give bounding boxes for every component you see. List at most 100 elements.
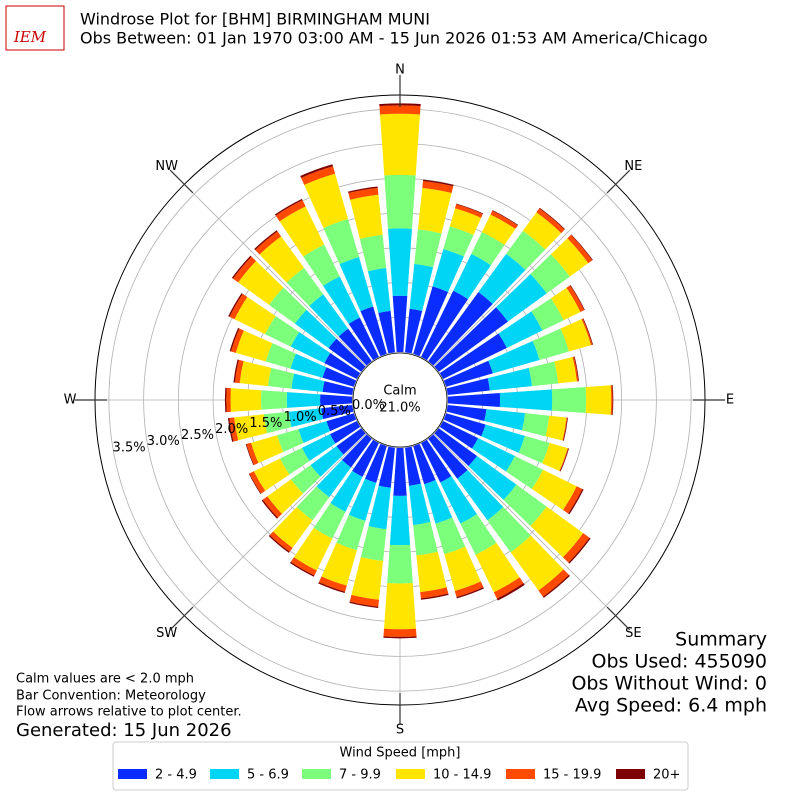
bar-segment [453, 253, 491, 300]
bar-segment [349, 594, 380, 607]
bar-segment [322, 367, 357, 387]
bar-segment [487, 506, 531, 553]
bar-segment [446, 378, 490, 395]
bar-segment [348, 317, 379, 361]
bar-segment [481, 214, 516, 246]
spoke [433, 433, 616, 616]
bar-segment [348, 478, 377, 521]
bar-segment [536, 208, 565, 234]
bar-segment [423, 179, 454, 187]
bar-segment [336, 428, 366, 455]
bar-segment [348, 187, 379, 200]
bar-segment [265, 343, 296, 369]
bar-segment [539, 207, 566, 230]
bar-segment [234, 359, 244, 384]
bar-segment [569, 284, 585, 311]
bar-segment [439, 333, 507, 379]
bar-segment [428, 434, 468, 479]
bar-segment [481, 424, 525, 453]
bar-segment [413, 443, 436, 485]
bar-segment [542, 442, 568, 471]
legend-swatch [396, 769, 425, 779]
bar-segment [262, 496, 283, 518]
legend-label: 7 - 9.9 [339, 768, 381, 783]
bar-segment [277, 429, 304, 453]
bar-segment [296, 486, 330, 521]
bar-segment [532, 328, 569, 360]
bar-segment [330, 470, 363, 512]
bar-segment [528, 361, 559, 387]
bar-segment [530, 254, 570, 294]
bar-segment [447, 393, 501, 407]
bar-segment [503, 484, 547, 526]
bar-segment [506, 456, 544, 489]
bar-segment [248, 473, 262, 495]
bar-segment [405, 308, 423, 354]
bar-segment [259, 236, 305, 283]
direction-label: NW [155, 159, 178, 174]
bar-segment [416, 551, 447, 593]
bar-segment [493, 577, 524, 599]
bar-segment [233, 359, 239, 383]
r-tick-label: 0.0% [352, 398, 385, 413]
calm-value: 21.0% [379, 401, 420, 416]
bar-segment [269, 531, 293, 552]
bar-segment [235, 330, 273, 362]
bar-segment [336, 514, 366, 551]
bar-segment [456, 203, 484, 215]
bar-segment [563, 486, 583, 514]
bar-segment [449, 208, 482, 235]
bar-segment [304, 173, 349, 228]
logo-frame [5, 5, 65, 51]
bar-segment [226, 387, 231, 413]
bar-segment [228, 293, 243, 317]
bar-segment [389, 495, 411, 546]
bar-segment [254, 230, 278, 251]
legend-swatch [616, 769, 645, 779]
direction-label: NE [624, 159, 642, 174]
summary-line: Obs Without Wind: 0 [571, 673, 767, 695]
bar-segment [422, 180, 454, 194]
bar-segment [585, 385, 612, 415]
legend-label: 20+ [653, 768, 680, 783]
r-tick-label: 2.5% [181, 428, 214, 443]
chart-title: Windrose Plot for [BHM] BIRMINGHAM MUNI [80, 10, 430, 29]
bar-segment [495, 274, 547, 322]
bar-segment [318, 576, 347, 592]
bar-segment [444, 546, 481, 592]
direction-label: SW [156, 626, 177, 641]
bar-segment [413, 286, 449, 357]
bar-segment [291, 373, 325, 392]
bar-segment [518, 435, 550, 464]
legend-frame [112, 741, 689, 791]
bar-segment [531, 298, 564, 331]
bar-segment [506, 230, 546, 271]
bar-segment [550, 287, 581, 321]
logo: IEM [13, 28, 47, 46]
bar-segment [566, 285, 585, 312]
bar-segment [440, 476, 477, 524]
bar-segment [472, 438, 515, 472]
legend-swatch [302, 769, 331, 779]
legend-label: 5 - 6.9 [247, 768, 289, 783]
bar-segment [290, 561, 315, 577]
bar-segment [559, 448, 569, 472]
bar-segment [510, 535, 564, 591]
bar-segment [428, 292, 493, 366]
summary-title: Summary [675, 629, 767, 651]
bar-segment [323, 276, 360, 324]
bar-segment [234, 414, 268, 441]
bar-segment [324, 352, 361, 379]
bar-segment [301, 166, 336, 185]
bar-segment [326, 413, 357, 432]
bar-segment [612, 385, 614, 415]
r-tick-label: 3.5% [113, 440, 146, 455]
bar-segment [460, 514, 497, 555]
legend-label: 10 - 14.9 [433, 768, 491, 783]
bar-segment [342, 434, 372, 468]
bar-segment [274, 198, 303, 216]
bar-segment [269, 287, 307, 324]
flow-arrow [169, 606, 194, 631]
bar-segment [290, 464, 321, 494]
bar-segment [582, 318, 594, 345]
